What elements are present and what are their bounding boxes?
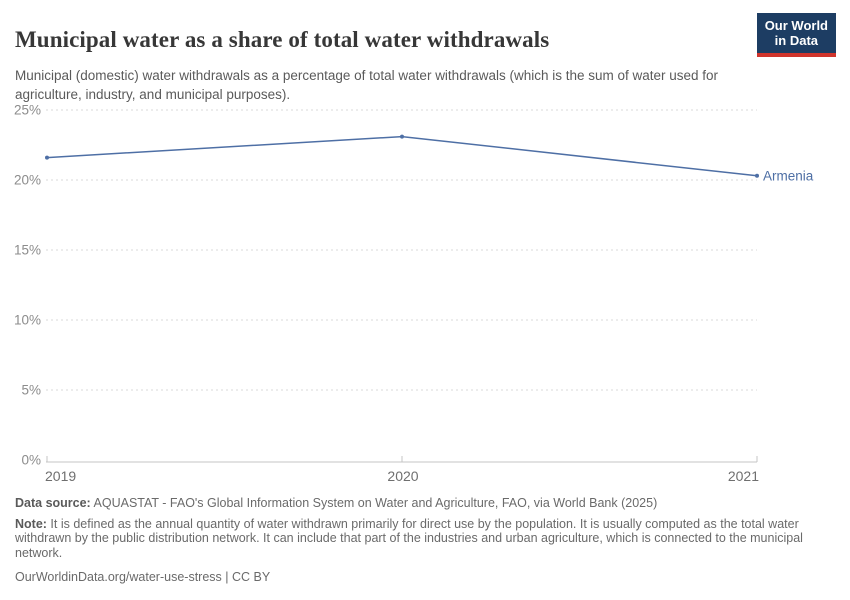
data-source-line: Data source: AQUASTAT - FAO's Global Inf… [15, 496, 837, 511]
y-axis-tick-label: 0% [21, 453, 41, 468]
x-axis-tick-label: 2020 [387, 468, 418, 484]
owid-logo-line2: in Data [774, 33, 819, 49]
series-label-armenia: Armenia [763, 168, 814, 183]
y-axis-tick-label: 20% [14, 173, 41, 188]
citation-line: OurWorldinData.org/water-use-stress | CC… [15, 570, 837, 585]
note-label: Note: [15, 516, 47, 531]
y-axis-tick-label: 10% [14, 313, 41, 328]
x-axis-tick-label: 2019 [45, 468, 76, 484]
y-axis-tick-label: 5% [21, 383, 41, 398]
note-text: It is defined as the annual quantity of … [15, 516, 803, 560]
owid-url-link[interactable]: OurWorldinData.org/water-use-stress [15, 570, 222, 584]
license-text: | CC BY [221, 570, 271, 584]
data-point [400, 134, 404, 139]
data-point [755, 173, 759, 178]
chart-subtitle: Municipal (domestic) water withdrawals a… [15, 67, 719, 103]
chart-footer: Data source: AQUASTAT - FAO's Global Inf… [15, 496, 837, 585]
y-axis-tick-label: 15% [14, 243, 41, 258]
data-line-armenia [46, 135, 758, 177]
line-chart-canvas: 0% 5% 10% 15% 20% 25% 2019 2020 2021 Armenia [14, 103, 814, 485]
y-axis-tick-label: 25% [14, 103, 41, 118]
chart-title: Municipal water as a share of total wate… [15, 27, 550, 53]
owid-logo-line1: Our World [764, 18, 828, 33]
note-line: Note: It is defined as the annual quanti… [15, 517, 837, 561]
data-source-label: Data source: [15, 496, 91, 510]
data-source-text: AQUASTAT - FAO's Global Information Syst… [90, 496, 658, 510]
x-axis-tick-label: 2021 [728, 468, 759, 484]
owid-logo: Our World in Data [756, 13, 836, 57]
data-point [45, 155, 49, 160]
